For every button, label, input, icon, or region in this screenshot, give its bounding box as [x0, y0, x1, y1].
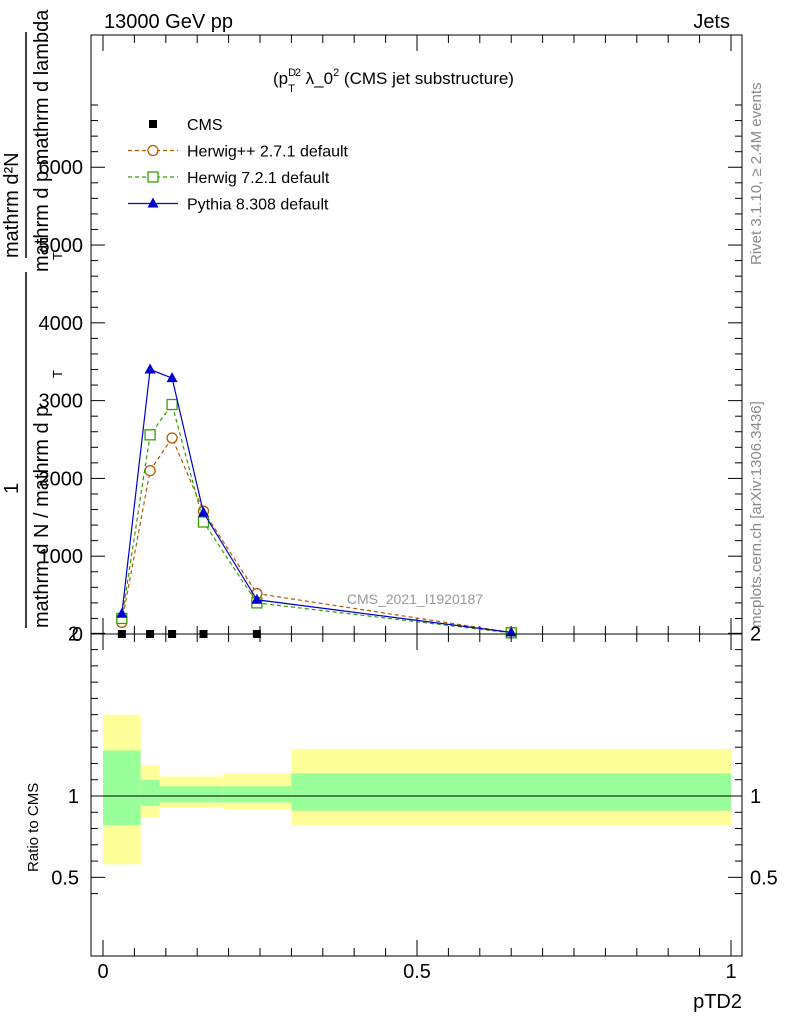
ratio-y-ticks: 0.5 0.5 1 1 2 2	[51, 623, 778, 895]
rivet-text: Rivet 3.1.10, ≥ 2.4M events	[748, 83, 765, 266]
ratio-band-inner	[140, 779, 160, 806]
legend-label: Herwig 7.2.1 default	[187, 170, 330, 187]
data-point	[197, 506, 209, 517]
data-point	[166, 432, 178, 444]
main-ytick-label: 2000	[39, 468, 84, 490]
legend-item: Herwig 7.2.1 default	[128, 170, 330, 187]
ratio-x-ticks	[102, 634, 732, 956]
ratio-ytick-label: 0.5	[51, 867, 79, 889]
legend: CMS Herwig++ 2.7.1 default Herwig 7.2.1 de…	[128, 117, 349, 214]
data-point	[144, 429, 156, 441]
series-3	[116, 363, 517, 637]
legend-label: Pythia 8.308 default	[187, 197, 329, 214]
main-ytick-label: 4000	[39, 313, 84, 335]
data-point	[166, 398, 178, 411]
main-y-label: mathrm d²N mathrm d p mathrm d lambda T …	[1, 9, 65, 628]
x-tick-labels: 0 0.5 1	[97, 961, 736, 983]
mcplots-text: mcplots.cern.ch [arXiv:1306.3436]	[748, 401, 765, 628]
watermark: CMS_2021_I1920187	[347, 591, 483, 607]
header-right: Jets	[693, 11, 730, 33]
series-line	[121, 436, 512, 634]
ratio-ytick-label: 1	[68, 786, 79, 808]
main-ytick-label: 3000	[39, 391, 84, 413]
ylabel-upper-sub: T	[50, 252, 65, 260]
xtick-label: 0	[97, 961, 108, 983]
legend-marker	[147, 144, 159, 157]
ratio-band-inner	[159, 786, 223, 803]
series-line	[121, 403, 512, 634]
ratio-bands	[103, 714, 731, 865]
data-point	[166, 372, 178, 383]
ylabel-upper-den: mathrm d p mathrm d lambda	[31, 9, 53, 272]
data-point	[144, 363, 156, 374]
data-point	[144, 464, 156, 477]
data-point	[197, 516, 210, 528]
ylabel-upper-num: mathrm d²N	[1, 152, 23, 258]
legend-label: CMS	[187, 117, 223, 134]
main-y-ticks: 0 1000 2000 3000 4000 5000 6000	[39, 104, 742, 646]
legend-marker	[149, 120, 157, 128]
legend-item: CMS	[149, 117, 223, 134]
main-panel: 0 1000 2000 3000 4000 5000 6000 (pD T2 λ_02 (CM…	[39, 34, 743, 646]
data-point	[251, 593, 263, 604]
ratio-band-inner	[103, 750, 141, 826]
series-layer	[116, 363, 517, 639]
legend-item: Herwig++ 2.7.1 default	[128, 144, 349, 161]
ratio-ytick-label-right: 2	[750, 623, 761, 645]
legend-marker	[147, 197, 159, 208]
xtick-label: 0.5	[403, 961, 431, 983]
header-left: 13000 GeV pp	[104, 11, 233, 33]
ratio-ytick-label-right: 0.5	[750, 867, 778, 889]
xtick-label: 1	[725, 961, 736, 983]
ratio-panel: 0.5 0.5 1 1 2 2 Ratio to CMS	[25, 623, 778, 957]
main-ytick-label: 1000	[39, 546, 84, 568]
data-point	[116, 607, 128, 618]
legend-item: Pythia 8.308 default	[128, 197, 329, 214]
main-x-ticks	[102, 35, 732, 634]
main-ytick-label: 5000	[39, 235, 84, 257]
ratio-frame	[90, 633, 743, 957]
ratio-band-inner	[222, 786, 292, 803]
main-ytick-label: 0	[72, 624, 83, 646]
ratio-y-label: Ratio to CMS	[25, 783, 42, 872]
ratio-ytick-label-right: 1	[750, 786, 761, 808]
legend-marker	[147, 171, 159, 183]
legend-label: Herwig++ 2.7.1 default	[187, 144, 349, 161]
ylabel-lower-den: mathrm d N / mathrm d p	[31, 406, 53, 628]
ylabel-lower-sub: T	[50, 370, 65, 378]
series-line	[121, 368, 512, 634]
main-ytick-label: 6000	[39, 157, 84, 179]
ratio-ytick-label: 2	[68, 623, 79, 645]
ylabel-lower-num: 1	[1, 483, 23, 494]
ratio-band-inner	[291, 773, 731, 811]
main-title: (pD T2 λ_02 (CMS jet substructure)	[273, 67, 514, 95]
x-axis-label: pTD2	[693, 991, 742, 1013]
